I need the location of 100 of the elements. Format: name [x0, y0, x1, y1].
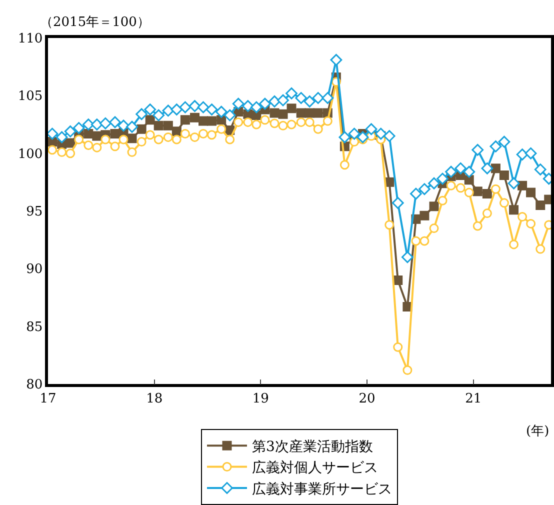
point — [304, 95, 316, 108]
point — [463, 166, 476, 178]
point — [490, 140, 502, 152]
point — [392, 196, 404, 209]
point — [99, 117, 112, 130]
y-tick-label: 105 — [18, 89, 43, 104]
point — [172, 134, 182, 144]
point — [498, 136, 510, 148]
point — [127, 147, 137, 157]
point — [384, 220, 394, 230]
point — [277, 94, 289, 106]
point — [234, 117, 244, 127]
point — [250, 101, 262, 114]
point — [420, 236, 430, 246]
point — [340, 160, 350, 170]
point — [170, 104, 183, 116]
point — [188, 100, 201, 112]
point — [198, 116, 208, 126]
point — [48, 145, 57, 155]
point — [534, 164, 546, 176]
point — [429, 224, 439, 234]
y-tick-label: 80 — [26, 378, 43, 393]
point — [260, 115, 270, 125]
point — [365, 123, 378, 136]
point — [126, 120, 138, 133]
point — [536, 244, 546, 254]
point — [464, 188, 474, 198]
point — [490, 164, 500, 174]
y-tick-label: 90 — [26, 262, 43, 278]
point — [420, 210, 430, 220]
point — [322, 92, 334, 104]
y-tick-label: 95 — [26, 204, 43, 220]
point — [145, 115, 155, 125]
point — [499, 170, 509, 180]
point — [518, 180, 528, 190]
point — [84, 128, 94, 138]
point — [190, 132, 200, 142]
point — [401, 251, 414, 264]
point — [242, 100, 254, 112]
point — [374, 128, 387, 140]
point — [524, 147, 537, 160]
point — [296, 117, 306, 127]
point — [154, 134, 164, 144]
point — [454, 162, 467, 174]
point — [190, 112, 200, 122]
point — [268, 95, 280, 108]
point — [100, 134, 110, 144]
point — [216, 124, 226, 134]
point — [322, 116, 332, 126]
point — [152, 109, 165, 122]
point — [136, 137, 146, 147]
point — [464, 175, 474, 185]
point — [110, 128, 120, 138]
point — [197, 101, 210, 114]
point — [393, 342, 403, 352]
point — [84, 140, 94, 150]
x-tick-label: 20 — [358, 391, 376, 406]
point — [74, 134, 84, 144]
point — [286, 104, 296, 114]
x-axis-title: (年) — [526, 424, 550, 439]
point — [356, 131, 369, 144]
legend-label: 広義対個人サービス — [252, 460, 378, 476]
point — [446, 180, 456, 190]
point — [270, 118, 280, 128]
point — [72, 122, 85, 134]
point — [66, 138, 76, 148]
y-axis-title: （2015年＝100） — [40, 15, 150, 30]
point — [418, 183, 430, 196]
point — [445, 166, 457, 178]
x-tick-label: 18 — [146, 391, 163, 406]
point — [90, 118, 103, 130]
legend-label: 第3次産業活動指数 — [252, 439, 373, 456]
point — [429, 202, 439, 212]
point — [490, 184, 500, 194]
point — [118, 120, 130, 132]
point — [57, 147, 67, 157]
point — [313, 124, 323, 134]
point — [162, 104, 174, 117]
point — [508, 177, 520, 190]
point — [92, 142, 102, 152]
point — [232, 98, 244, 110]
point — [411, 236, 421, 246]
x-tick-label: 17 — [40, 391, 56, 406]
point — [472, 186, 482, 196]
point — [56, 131, 68, 144]
point — [509, 205, 519, 215]
x-tick-label: 21 — [465, 391, 482, 406]
x-tick-label: 19 — [252, 391, 269, 406]
y-tick-label: 110 — [18, 32, 43, 47]
point — [312, 92, 324, 104]
point — [410, 188, 422, 200]
point — [180, 128, 190, 138]
legend-label: 広義対事業所サービス — [252, 481, 392, 498]
point — [278, 109, 288, 119]
point — [295, 92, 308, 104]
point — [296, 108, 306, 118]
point — [509, 240, 519, 250]
point — [482, 188, 492, 198]
point — [438, 196, 448, 206]
point — [499, 198, 509, 208]
